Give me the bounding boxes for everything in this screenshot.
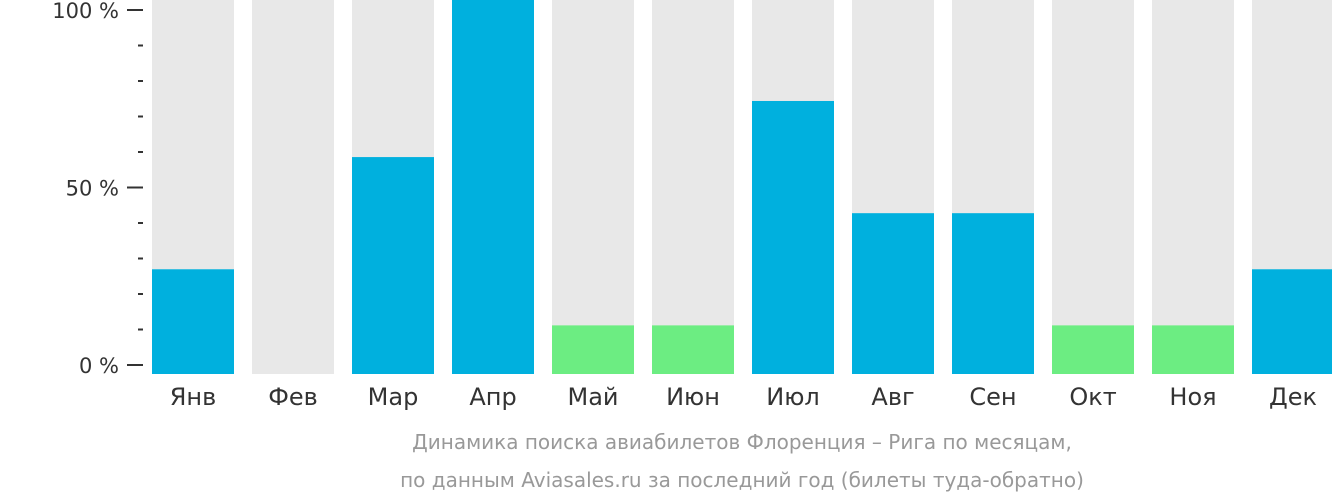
- bar-7: [752, 100, 834, 374]
- bar-background: [252, 0, 334, 374]
- y-tick-label: 50 %: [66, 177, 119, 201]
- month-label: Фев: [268, 383, 318, 411]
- bar-1: [152, 269, 234, 374]
- bar-10: [1052, 325, 1134, 374]
- month-label: Дек: [1269, 383, 1317, 411]
- y-tick-label: 100 %: [52, 0, 119, 23]
- bar-5: [552, 325, 634, 374]
- month-label: Май: [567, 383, 618, 411]
- month-label: Мар: [368, 383, 419, 411]
- bar-background: [652, 0, 734, 374]
- y-axis: 0 % 50 % 100 %: [52, 0, 143, 378]
- bar-background: [552, 0, 634, 374]
- x-axis-labels: Янв Фев Мар Апр Май Июн Июл Авг Сен Окт Ноя Дек: [170, 383, 1317, 411]
- month-label: Ноя: [1169, 383, 1216, 411]
- bar-9: [952, 213, 1034, 374]
- bar-3: [352, 157, 434, 374]
- bars: [152, 0, 1332, 374]
- y-tick-label: 0 %: [79, 354, 119, 378]
- month-label: Сен: [969, 383, 1016, 411]
- month-label: Июл: [766, 383, 820, 411]
- bar-4: [452, 0, 534, 374]
- bar-background: [1052, 0, 1134, 374]
- bar-8: [852, 213, 934, 374]
- chart-caption-line-2: по данным Aviasales.ru за последний год …: [400, 468, 1084, 492]
- bar-chart: 0 % 50 % 100 % Янв Фев Мар Апр Май Июн Июл Авг Сен…: [52, 0, 1332, 411]
- bar-6: [652, 325, 734, 374]
- month-label: Авг: [871, 383, 914, 411]
- bar-12: [1252, 269, 1332, 374]
- month-label: Июн: [666, 383, 720, 411]
- month-label: Янв: [170, 383, 217, 411]
- chart-caption-line-1: Динамика поиска авиабилетов Флоренция – …: [412, 430, 1072, 454]
- bar-11: [1152, 325, 1234, 374]
- bar-background: [1152, 0, 1234, 374]
- month-label: Апр: [469, 383, 516, 411]
- month-label: Окт: [1069, 383, 1116, 411]
